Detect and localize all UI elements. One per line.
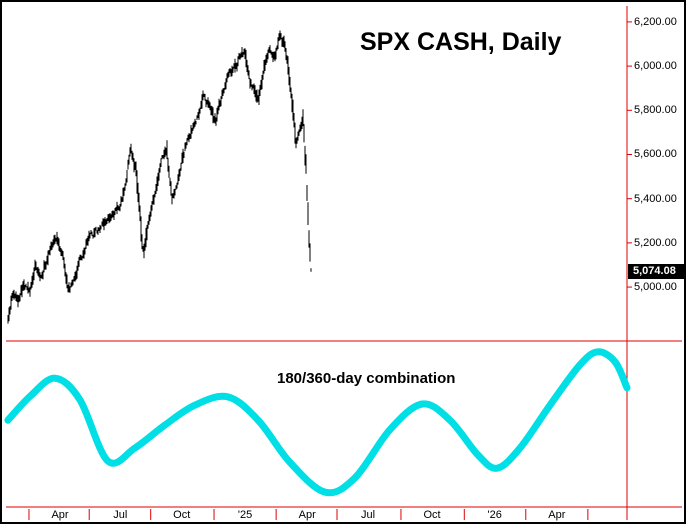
- y-axis-label: 5,800.00: [634, 104, 677, 117]
- x-axis-label: Jul: [361, 509, 376, 521]
- y-axis-label: 5,600.00: [634, 148, 677, 161]
- cycle-line: [4, 348, 631, 497]
- cycle-annotation: 180/360-day combination: [277, 370, 456, 387]
- x-axis-label: '25: [237, 509, 253, 521]
- x-axis-label: Oct: [173, 509, 191, 521]
- x-axis-label: Jul: [113, 509, 128, 521]
- x-axis-label: Oct: [423, 509, 441, 521]
- y-axis-label: 6,200.00: [634, 15, 677, 28]
- y-axis-label: 5,200.00: [634, 236, 677, 249]
- last-price-badge: 5,074.08: [628, 263, 684, 279]
- x-axis-label: '26: [487, 509, 502, 521]
- chart-title: SPX CASH, Daily: [360, 28, 562, 56]
- y-axis-label: 5,400.00: [634, 192, 677, 205]
- price-bars: [7, 30, 312, 324]
- x-axis-label: Apr: [548, 509, 566, 521]
- y-axis-label: 6,000.00: [634, 60, 677, 73]
- x-axis-label: Apr: [298, 509, 316, 521]
- x-axis-label: Apr: [51, 509, 69, 521]
- y-axis-label: 5,000.00: [634, 281, 677, 294]
